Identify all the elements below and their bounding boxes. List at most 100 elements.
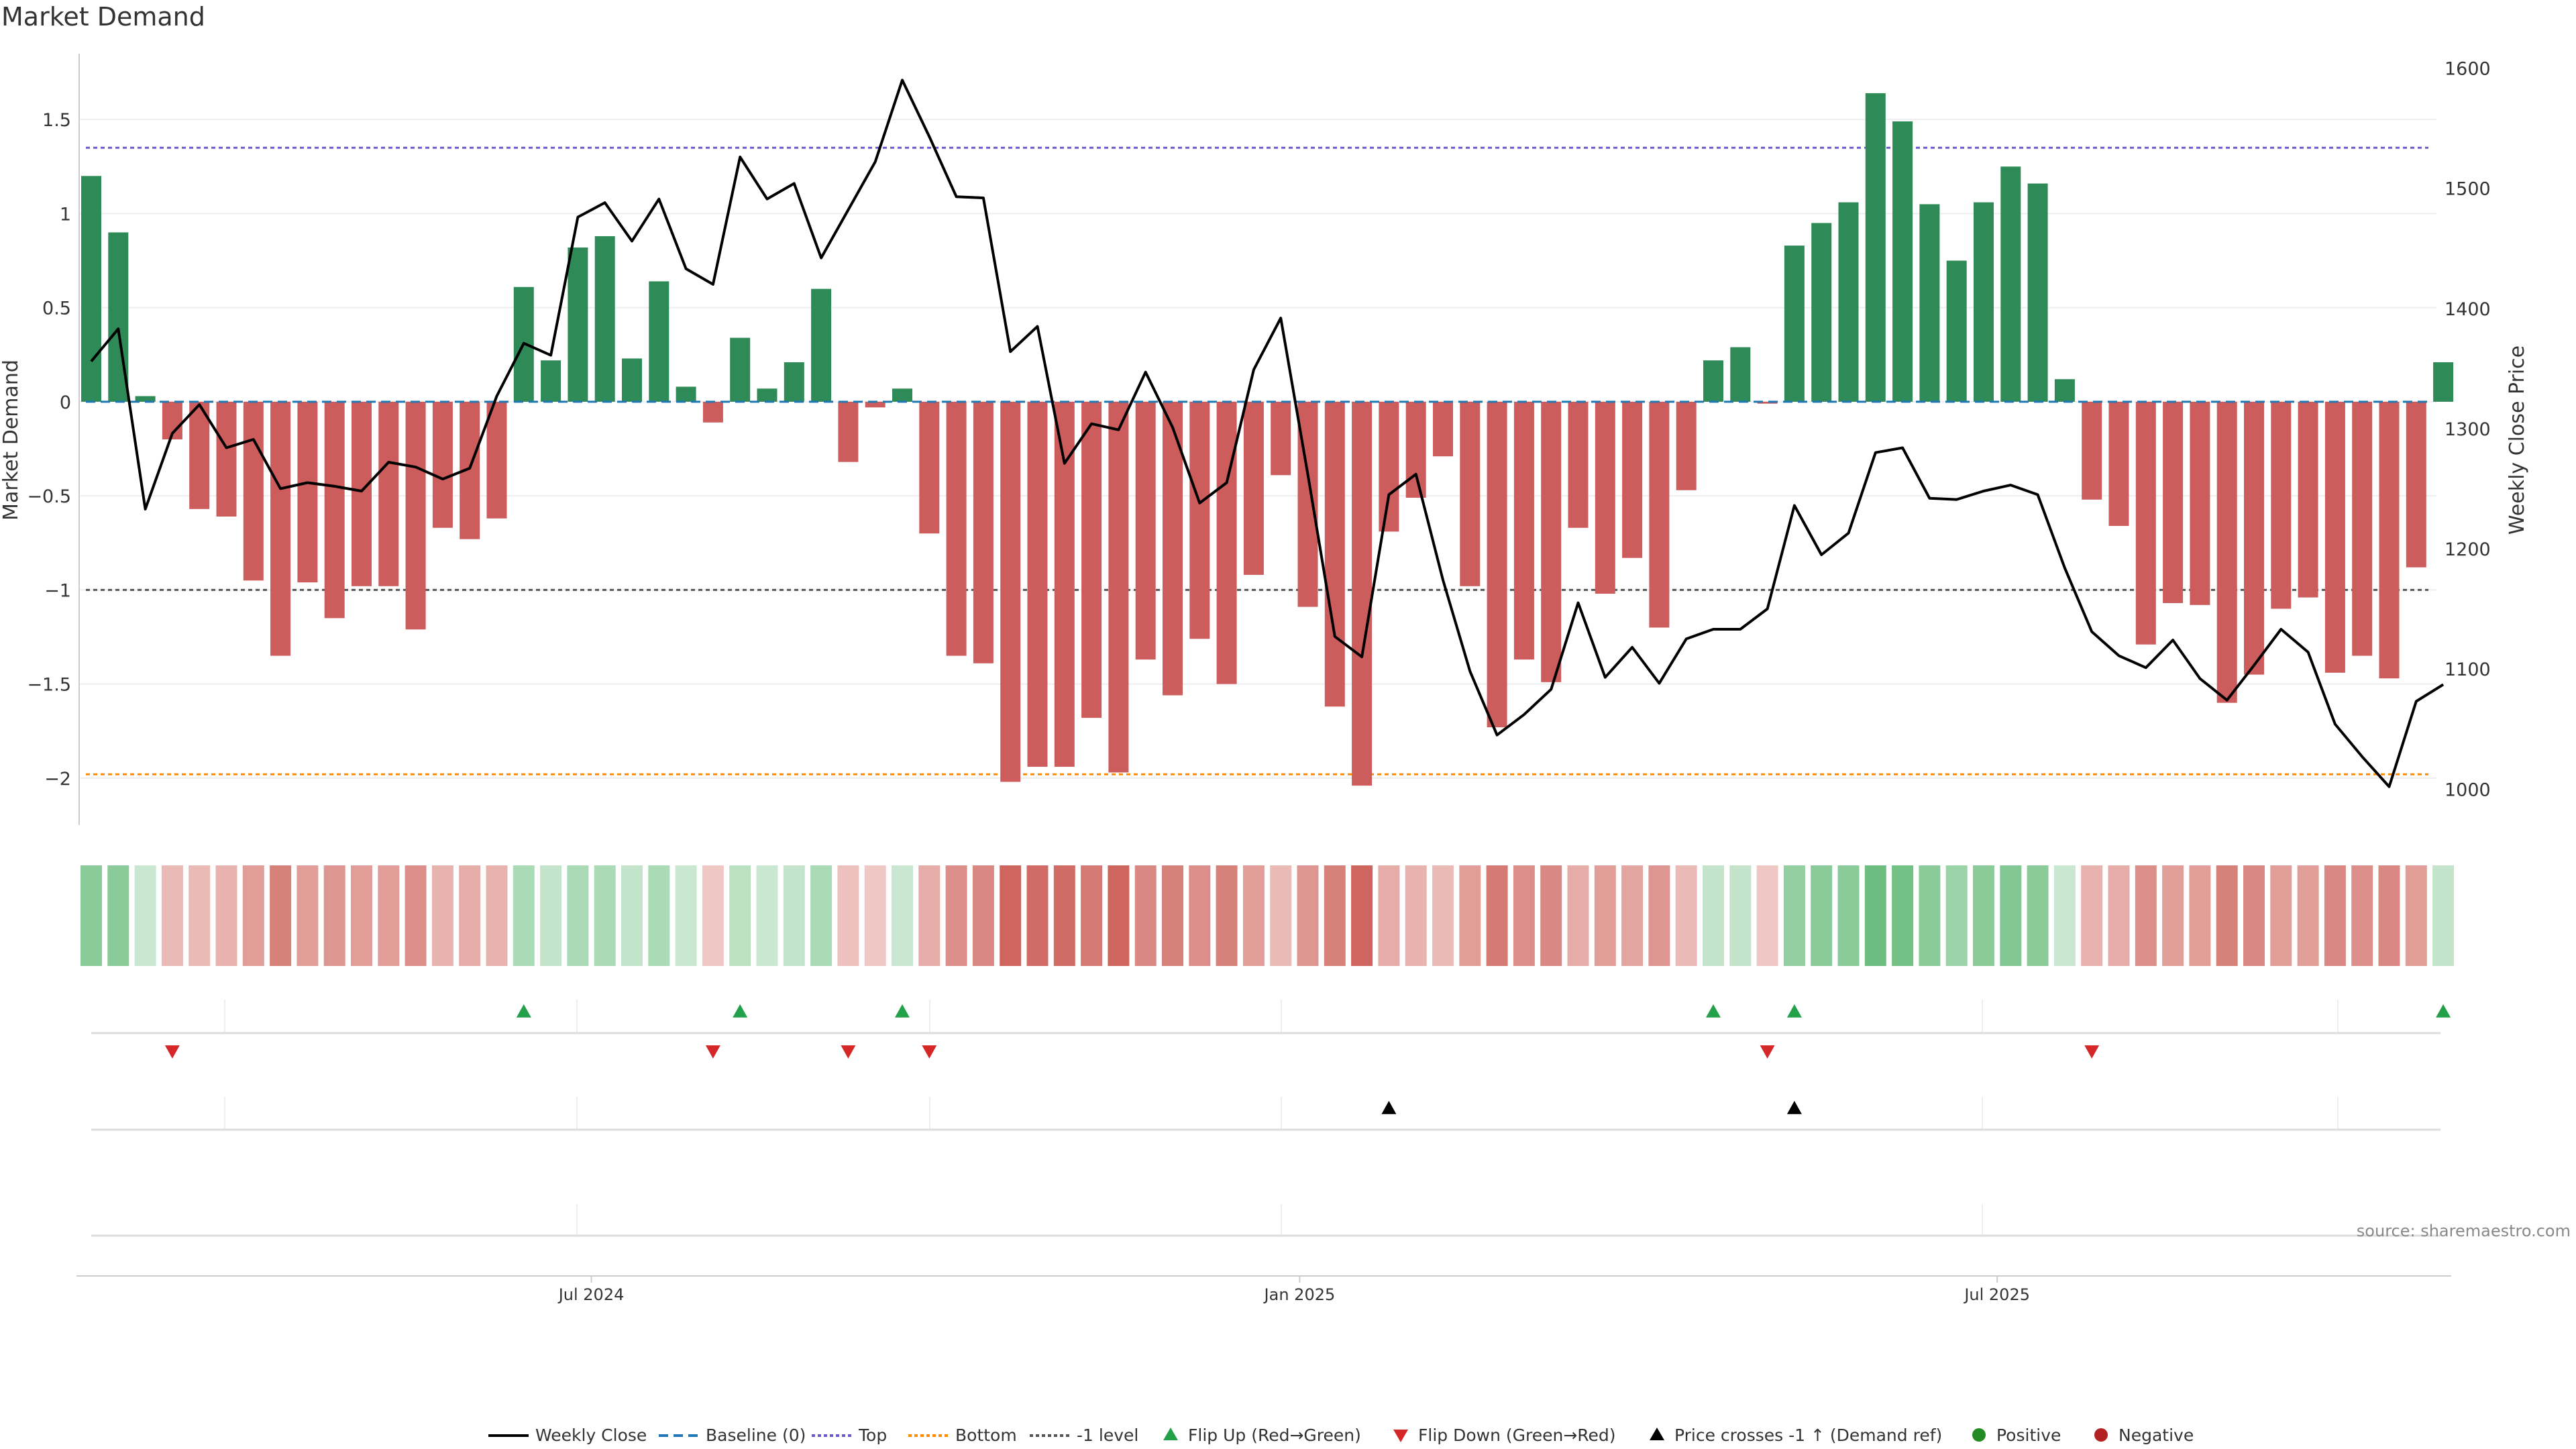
flip-down-marker [164, 1045, 180, 1059]
legend-swatch [1972, 1428, 1986, 1442]
demand-bar [1271, 401, 1291, 476]
strip-cell [2378, 865, 2400, 966]
strip-cell [297, 865, 319, 966]
strip-cell [242, 865, 264, 966]
demand-bar [865, 401, 885, 408]
demand-bar [1595, 401, 1615, 594]
strip-cell [918, 865, 941, 966]
legend-item: Bottom [908, 1426, 1017, 1445]
strip-cell [702, 865, 724, 966]
strip-cell [1000, 865, 1022, 966]
legend-item: Baseline (0) [659, 1426, 806, 1445]
demand-bar [1513, 401, 1534, 660]
strip-cell [323, 865, 345, 966]
legend-label: Baseline (0) [706, 1426, 806, 1445]
legend-swatch [1650, 1428, 1664, 1440]
demand-bar [324, 401, 345, 619]
demand-bar [1974, 202, 1994, 402]
demand-bar [405, 401, 426, 630]
flip-up-marker [733, 1004, 748, 1018]
strip-cell [215, 865, 237, 966]
y-tick-label-left: 1.5 [42, 110, 71, 131]
strip-cell [2189, 865, 2211, 966]
y-tick-label-left: 0.5 [42, 299, 71, 319]
strip-cell [594, 865, 616, 966]
legend-label: Top [858, 1426, 887, 1445]
strip-cell [486, 865, 508, 966]
strip-cell [1703, 865, 1724, 966]
flip-down-marker [841, 1045, 856, 1059]
legend-item: -1 level [1030, 1426, 1138, 1445]
strip-cell [1837, 865, 1860, 966]
demand-bar [2216, 401, 2237, 703]
legend-item: Positive [1972, 1426, 2061, 1445]
strip-cell [621, 865, 643, 966]
demand-bar [2352, 401, 2373, 656]
demand-bar [2000, 166, 2021, 402]
demand-bar [1135, 401, 1156, 660]
strip-cell [729, 865, 751, 966]
strip-cell [2108, 865, 2130, 966]
flip-down-marker [1760, 1045, 1775, 1059]
demand-bar [486, 401, 507, 519]
demand-bar [649, 281, 669, 402]
strip-cell [945, 865, 967, 966]
strip-cell [1594, 865, 1616, 966]
strip-cell [1459, 865, 1481, 966]
strip-cell [837, 865, 859, 966]
x-tick-label: Jul 2025 [1963, 1285, 2030, 1304]
strip-cell [1053, 865, 1075, 966]
strip-cell [1378, 865, 1400, 966]
demand-bar [784, 362, 804, 402]
demand-heat-strip [80, 865, 2455, 966]
demand-bar [1000, 401, 1021, 782]
demand-bar [568, 247, 588, 402]
y-tick-label-left: −2 [44, 769, 71, 790]
strip-cell [567, 865, 589, 966]
demand-bar [2163, 401, 2184, 604]
strip-cell [972, 865, 994, 966]
strip-cell [1513, 865, 1535, 966]
strip-cell [161, 865, 183, 966]
source-note: source: sharemaestro.com [2357, 1222, 2571, 1240]
demand-bar [1324, 401, 1345, 707]
strip-cell [2297, 865, 2319, 966]
legend-item: Top [812, 1426, 887, 1445]
y-axis-right-label: Weekly Close Price [2506, 345, 2529, 535]
strip-cell [864, 865, 886, 966]
flip-down-marker [922, 1045, 937, 1059]
chart-title: Market Demand [1, 2, 205, 32]
demand-bar [1919, 204, 1940, 402]
legend-swatch [2094, 1428, 2108, 1442]
strip-cell [1567, 865, 1589, 966]
demand-bar [1784, 246, 1805, 402]
strip-cell [1648, 865, 1670, 966]
strip-cell [1675, 865, 1697, 966]
strip-cell [1324, 865, 1346, 966]
strip-cell [648, 865, 670, 966]
strip-cell [2432, 865, 2455, 966]
strip-cell [1081, 865, 1103, 966]
strip-cell [810, 865, 833, 966]
legend-swatch [1163, 1428, 1178, 1440]
legend-item: Flip Down (Green→Red) [1393, 1426, 1616, 1445]
legend-label: Flip Down (Green→Red) [1418, 1426, 1616, 1445]
strip-cell [1189, 865, 1211, 966]
y-tick-label-left: −0.5 [27, 486, 71, 507]
strip-cell [1621, 865, 1644, 966]
strip-cell [1919, 865, 1941, 966]
strip-cell [513, 865, 535, 966]
flip-up-marker [1786, 1004, 1802, 1018]
demand-bar [1243, 401, 1264, 575]
y-tick-label-right: 1300 [2445, 419, 2491, 440]
legend-item: Price crosses -1 ↑ (Demand ref) [1650, 1426, 1942, 1445]
strip-cell [1729, 865, 1752, 966]
demand-bar [838, 401, 859, 462]
demand-bar [1703, 360, 1723, 402]
weekly-close-polyline [90, 78, 2445, 788]
strip-cell [431, 865, 453, 966]
strip-cell [2324, 865, 2346, 966]
strip-cell [1864, 865, 1886, 966]
x-axis: Jul 2024 Jan 2025 Jul 2025 [76, 1275, 2451, 1304]
